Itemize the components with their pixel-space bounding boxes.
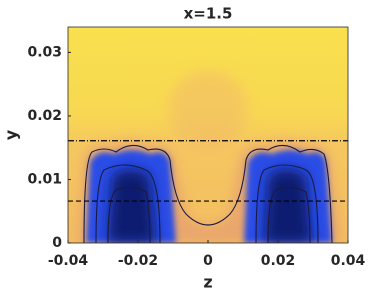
overlay	[68, 140, 348, 202]
field-core-right	[264, 169, 312, 243]
field-haze	[168, 70, 248, 150]
y-tick-label: 0.03	[27, 44, 62, 60]
contour-line	[267, 186, 311, 243]
chart-title: x=1.5	[184, 5, 233, 23]
heatmap-field	[68, 27, 348, 243]
contour-line	[255, 164, 319, 243]
contours	[83, 144, 333, 243]
contour-line	[95, 164, 161, 243]
x-tick-label: 0	[203, 253, 213, 269]
y-tick-label: 0.01	[27, 171, 62, 187]
contour-line	[107, 186, 151, 243]
y-tick-label: 0	[52, 235, 62, 251]
contour-line	[83, 144, 333, 243]
y-axis-label: y	[2, 129, 21, 140]
x-tick-label: 0.02	[261, 253, 296, 269]
x-tick-label: -0.02	[118, 253, 158, 269]
field-core-left	[108, 169, 156, 243]
x-tick-label: -0.04	[48, 253, 89, 269]
x-axis-label: z	[203, 273, 212, 292]
x-tick-label: 0.04	[331, 253, 366, 269]
y-tick-label: 0.02	[27, 108, 62, 124]
